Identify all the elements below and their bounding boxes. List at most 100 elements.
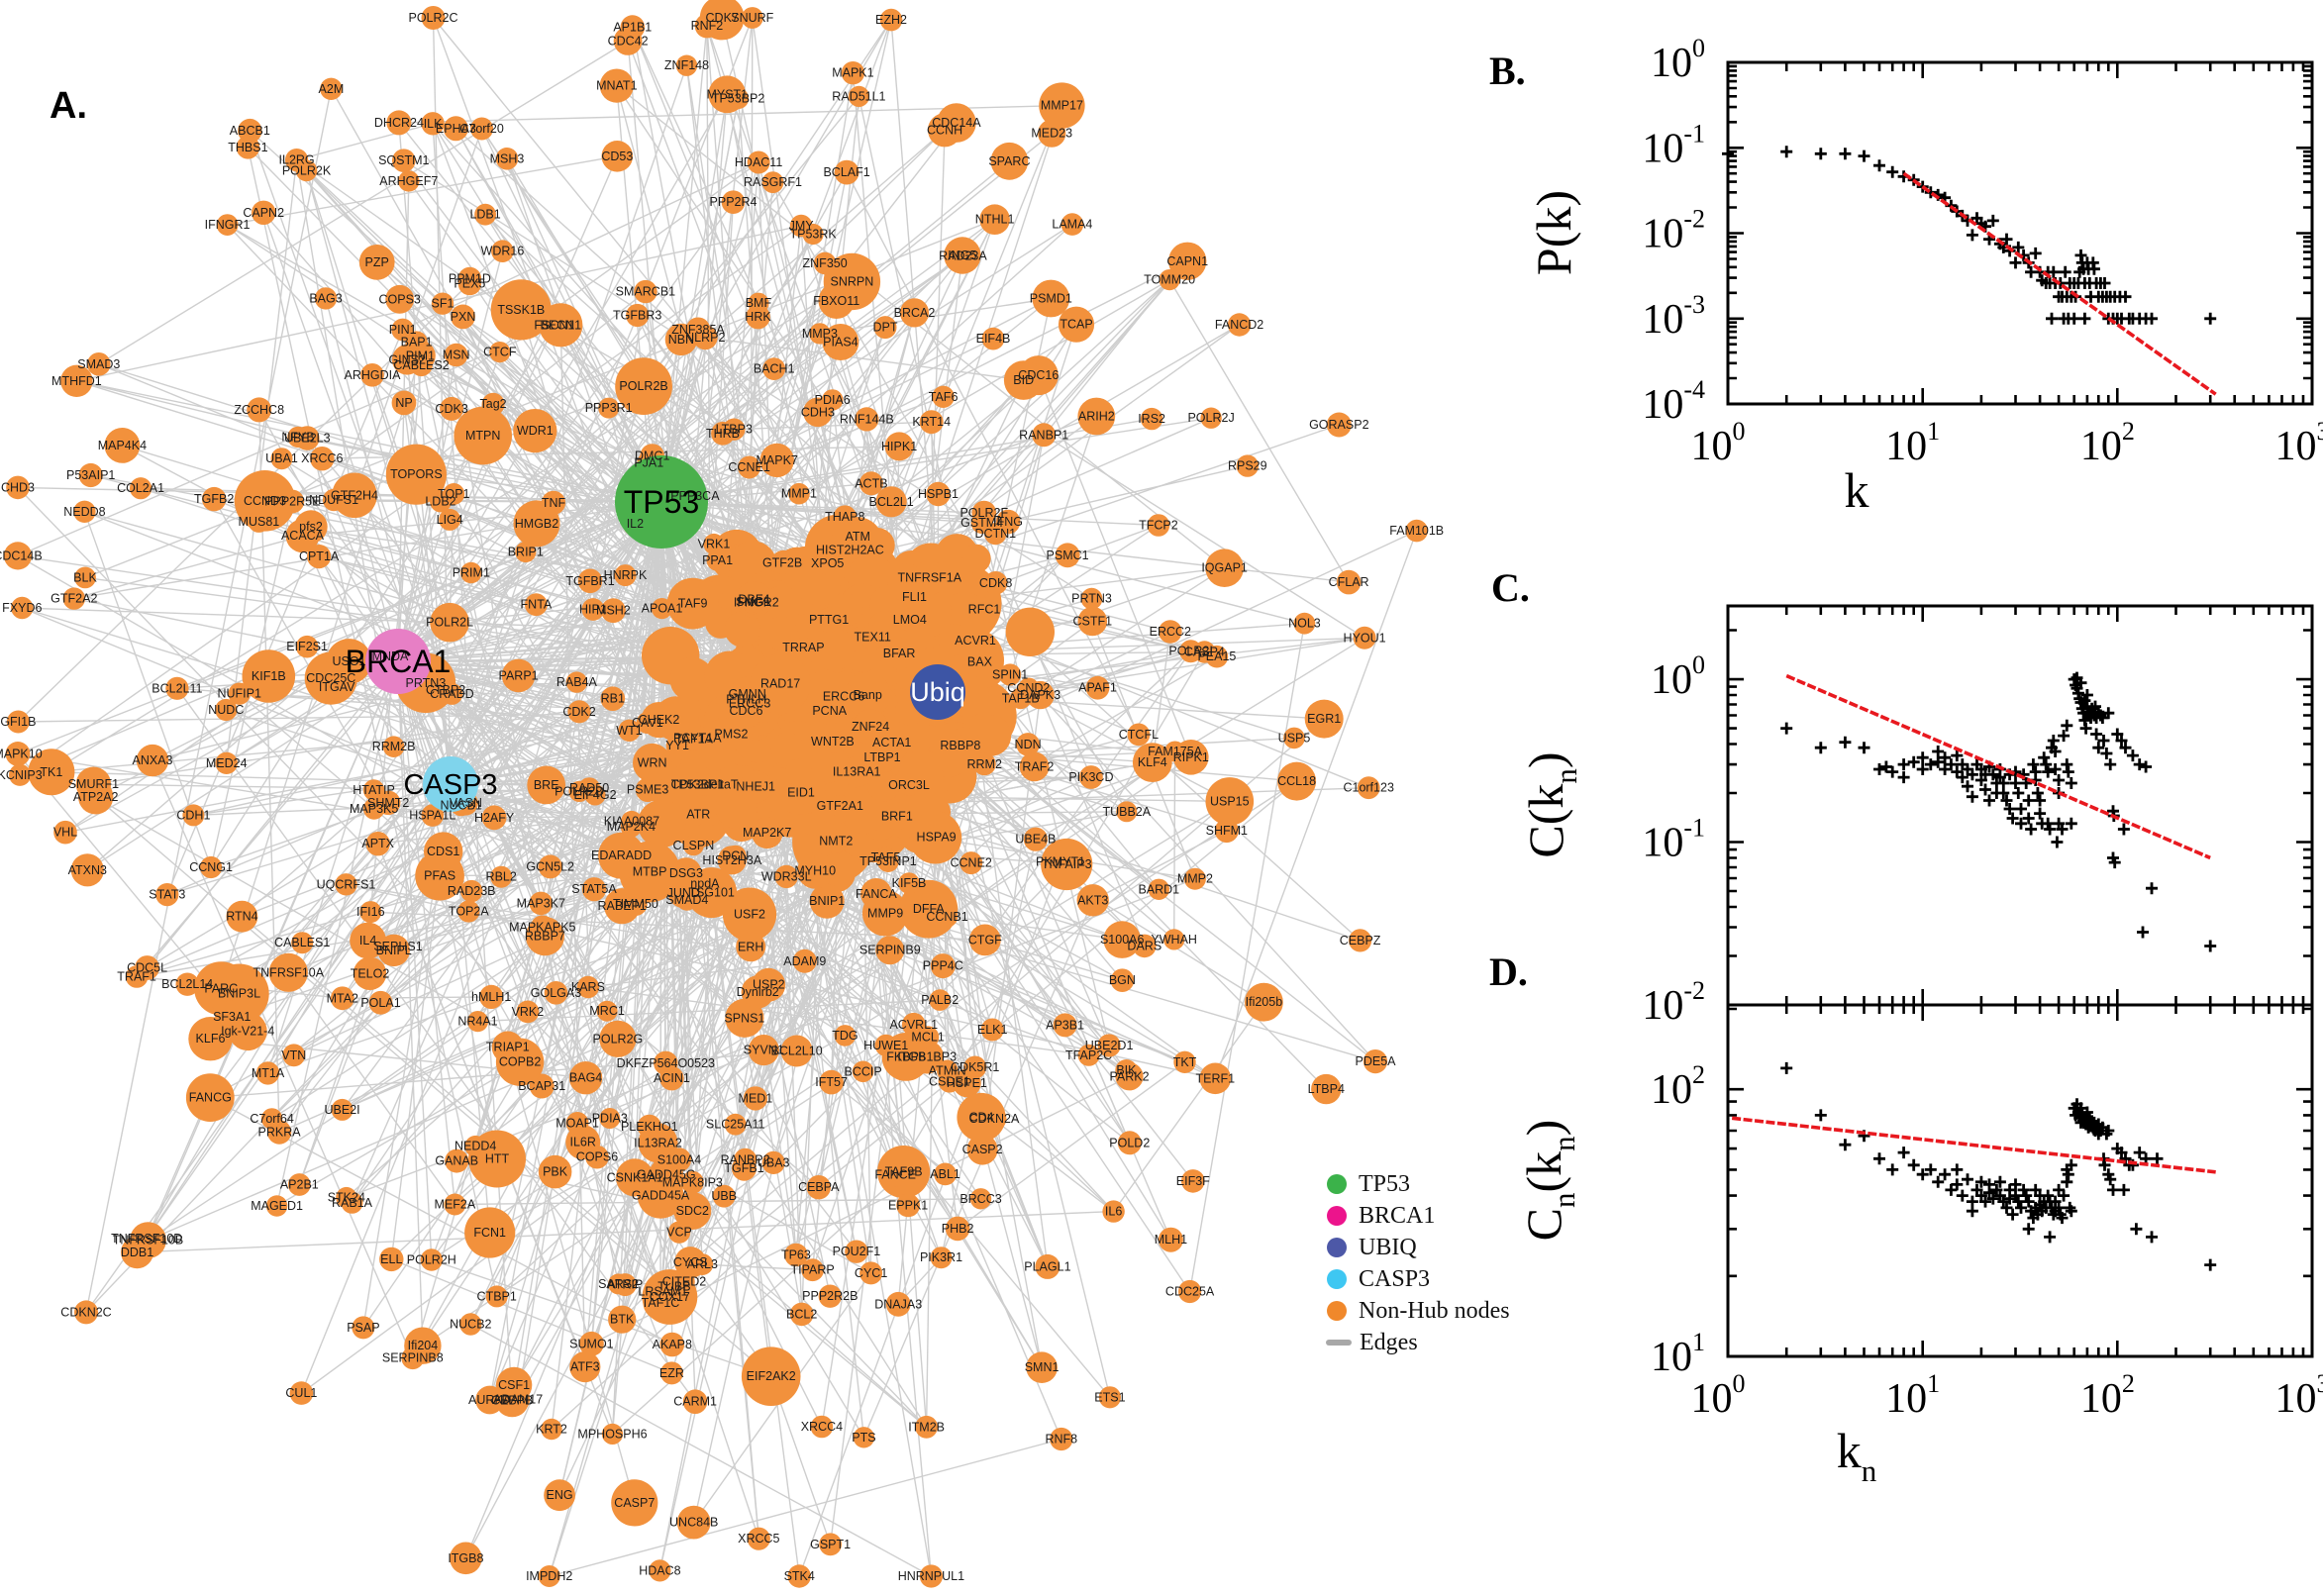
node-label: SLC25A11	[706, 1118, 765, 1132]
network-node	[1058, 306, 1095, 343]
node-label: HIST2H2AC	[816, 543, 884, 556]
legend-label: CASP3	[1359, 1265, 1431, 1292]
network-node	[421, 804, 445, 827]
node-label: CASP7	[614, 1496, 655, 1510]
node-label: BCCIP	[844, 1064, 881, 1078]
node-label: XPO5	[811, 556, 844, 570]
network-node	[405, 340, 436, 371]
network-node-labels: ARL3 Banp TAF9B Tag2 npdA MAGED1 DHCR24 CDC14A T…	[0, 11, 1444, 1583]
node-label: BAX	[967, 655, 993, 669]
network-node	[596, 1000, 618, 1022]
network-node	[104, 428, 141, 463]
node-label: BACH1	[754, 362, 795, 376]
network-node	[780, 1035, 813, 1067]
node-label: FNTA	[521, 598, 553, 612]
tick-label: 101	[1651, 1328, 1705, 1380]
node-label: AURKA	[468, 1393, 512, 1407]
node-label: TIPARP	[790, 1263, 834, 1277]
node-label: BTK	[610, 1313, 635, 1327]
network-node	[930, 953, 956, 979]
network-node	[74, 566, 96, 589]
node-label: TIMM50	[613, 897, 658, 911]
network-node	[845, 1240, 868, 1263]
network-node	[6, 710, 30, 734]
network-node	[481, 805, 507, 831]
node-label: hMLH1	[471, 990, 511, 1004]
node-label: GOLGA3	[531, 986, 581, 1000]
network-node	[385, 284, 415, 314]
network-node	[314, 287, 338, 310]
node-label: ZNF148	[664, 58, 709, 72]
node-label: IL13RA2	[634, 1136, 682, 1149]
network-node	[859, 625, 885, 650]
network-node	[880, 732, 903, 753]
network-node	[130, 477, 152, 500]
node-label: MTPN	[465, 429, 500, 443]
network-node	[968, 650, 991, 673]
node-label: RIPK1	[1173, 750, 1209, 764]
network-node	[739, 770, 772, 803]
network-node	[565, 1112, 589, 1135]
node-label: MAGED1	[251, 1199, 303, 1213]
network-node	[457, 900, 480, 923]
tick-label: 100	[1691, 417, 1746, 469]
node-label: MAPK10	[0, 747, 43, 760]
network-node	[1147, 514, 1170, 537]
node-label: RRM2	[966, 757, 1001, 771]
network-node	[853, 1427, 875, 1448]
network-node	[1032, 423, 1057, 448]
network-node	[539, 303, 583, 348]
node-label: MTBP	[633, 865, 667, 879]
node-label: ATXN3	[68, 863, 107, 877]
node-label: POU2F1	[833, 1245, 881, 1258]
network-node	[485, 1285, 508, 1308]
network-node	[1003, 360, 1044, 400]
network-node	[1357, 776, 1380, 800]
network-node	[867, 769, 900, 802]
node-label: ORC3L	[888, 778, 930, 792]
network-node	[599, 1020, 637, 1057]
network-node	[60, 364, 93, 397]
network-node	[774, 864, 798, 889]
network-node	[928, 113, 962, 148]
network-node	[732, 1155, 757, 1181]
node-label: CEBPB	[491, 1393, 533, 1407]
tick-label: 102	[2080, 417, 2135, 469]
network-node	[1277, 761, 1317, 801]
node-label: GTF2A1	[817, 799, 863, 813]
node-label: TNFRSF10B	[113, 1234, 184, 1247]
node-label: CDH1	[176, 808, 210, 822]
network-node	[215, 1000, 250, 1035]
node-label: STK4	[784, 1569, 815, 1583]
node-label: NUCB2	[450, 1318, 491, 1332]
network-node	[382, 736, 405, 757]
network-node	[391, 390, 417, 416]
node-label: BCL2	[786, 1307, 817, 1321]
node-label: ATP2A2	[73, 790, 119, 804]
node-label: TAF1B	[1002, 691, 1040, 705]
hub-node-tp53	[615, 455, 708, 549]
tick-label: 101	[1885, 1369, 1940, 1422]
tick-label: 10-3	[1642, 290, 1705, 343]
network-node	[1132, 743, 1172, 782]
node-swatch-icon	[1327, 1238, 1347, 1257]
node-label: ARL3	[687, 1257, 718, 1271]
node-label: USO1	[332, 654, 365, 668]
hub-node-ubiq	[910, 664, 965, 720]
node-label: IQGAP1	[1201, 561, 1248, 575]
node-label: SPIN1	[992, 668, 1028, 682]
node-label: ACTB	[855, 476, 887, 490]
panel-label-b: B.	[1489, 49, 1526, 93]
node-label: ABCB1	[230, 124, 270, 138]
network-node	[443, 483, 465, 505]
network-node	[1035, 1253, 1060, 1279]
node-label: TP53INP1	[859, 854, 917, 868]
network-node	[879, 8, 903, 32]
node-label: AP1B1	[613, 21, 652, 35]
node-label: DNAJA3	[874, 1297, 922, 1311]
node-label: NUFIP1	[217, 687, 261, 701]
network-node	[675, 54, 698, 76]
network-node	[1168, 242, 1207, 280]
network-node	[957, 1092, 1006, 1143]
network-node	[136, 744, 169, 777]
